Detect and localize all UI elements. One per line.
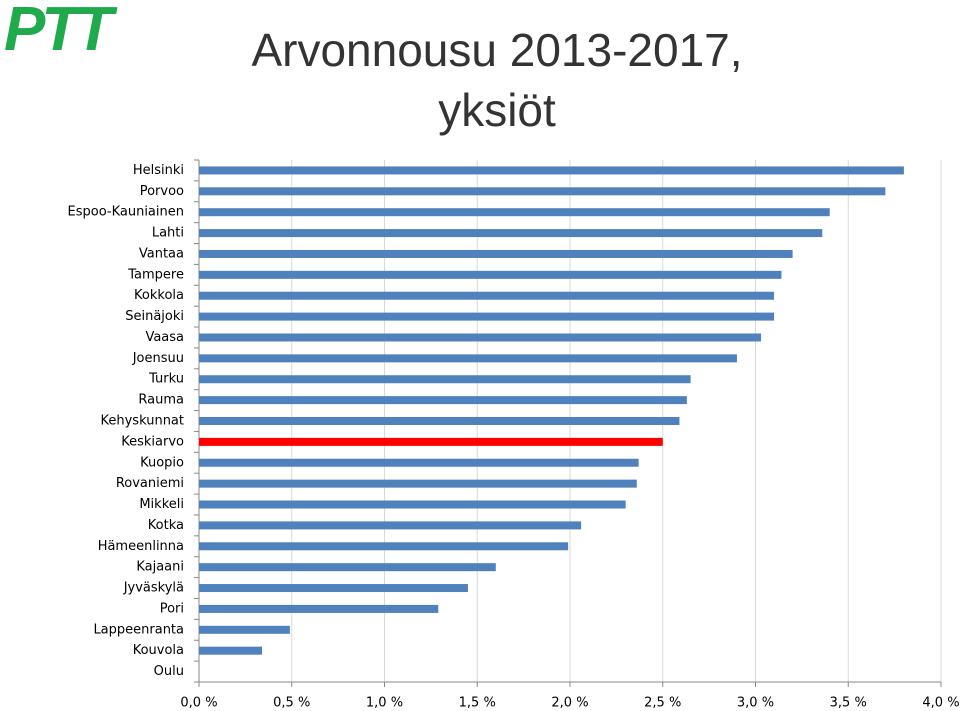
y-tick-label: Oulu (154, 664, 184, 679)
y-tick-label: Vaasa (145, 330, 184, 345)
bar (199, 166, 904, 175)
y-tick-label: Pori (160, 601, 184, 616)
x-tick-label: 3,0 % (737, 696, 774, 711)
bar (199, 521, 582, 530)
x-tick-label: 2,5 % (644, 696, 681, 711)
bar (199, 291, 775, 300)
x-tick-label: 1,0 % (366, 696, 403, 711)
y-tick-label: Turku (148, 372, 184, 387)
y-tick-label: Porvoo (140, 184, 184, 199)
y-tick-label: Rovaniemi (116, 476, 184, 491)
bar (199, 458, 639, 467)
chart-title: Arvonnousu 2013-2017, yksiöt (251, 24, 743, 136)
y-tick-label: Vantaa (139, 246, 184, 261)
y-tick-label: Kokkola (134, 288, 184, 303)
y-tick-label: Lappeenranta (93, 622, 184, 637)
bar (199, 333, 762, 342)
bar (199, 625, 290, 634)
y-tick-label: Helsinki (133, 163, 184, 178)
bar (199, 396, 687, 405)
y-tick-label: Jyväskylä (123, 581, 184, 596)
bar (199, 500, 626, 509)
x-tick-label: 2,0 % (551, 696, 588, 711)
y-tick-label: Mikkeli (139, 497, 184, 512)
bar (199, 270, 782, 279)
logo: PTT (4, 0, 113, 64)
bar (199, 249, 793, 258)
y-tick-label: Hämeenlinna (98, 539, 184, 554)
y-tick-label: Seinäjoki (125, 309, 184, 324)
y-tick-label: Espoo-Kauniainen (68, 205, 185, 220)
bar (199, 312, 775, 321)
bar (199, 584, 468, 593)
bar (199, 563, 496, 572)
y-tick-label: Kehyskunnat (101, 414, 185, 429)
bar (199, 375, 691, 384)
y-tick-label: Kuopio (140, 455, 184, 470)
bar (199, 208, 830, 217)
x-tick-label: 4,0 % (922, 696, 959, 711)
bar (199, 354, 737, 363)
bar (199, 646, 263, 655)
x-tick-label: 0,0 % (180, 696, 217, 711)
bar (199, 417, 680, 425)
x-tick-label: 1,5 % (459, 696, 496, 711)
bar (199, 229, 823, 238)
bar (199, 479, 637, 488)
bar (199, 187, 886, 196)
y-tick-label: Kotka (148, 518, 184, 533)
bar (199, 437, 663, 446)
x-tick-label: 0,5 % (273, 696, 310, 711)
y-tick-label: Kouvola (133, 643, 184, 658)
x-tick-label: 3,5 % (830, 696, 867, 711)
y-tick-label: Rauma (138, 393, 184, 408)
bar (199, 604, 439, 613)
bar (199, 542, 569, 551)
y-tick-label: Lahti (152, 226, 184, 241)
y-tick-label: Keskiarvo (121, 434, 184, 449)
y-tick-label: Kajaani (136, 560, 184, 575)
y-tick-label: Joensuu (132, 351, 184, 366)
y-tick-label: Tampere (127, 267, 184, 282)
